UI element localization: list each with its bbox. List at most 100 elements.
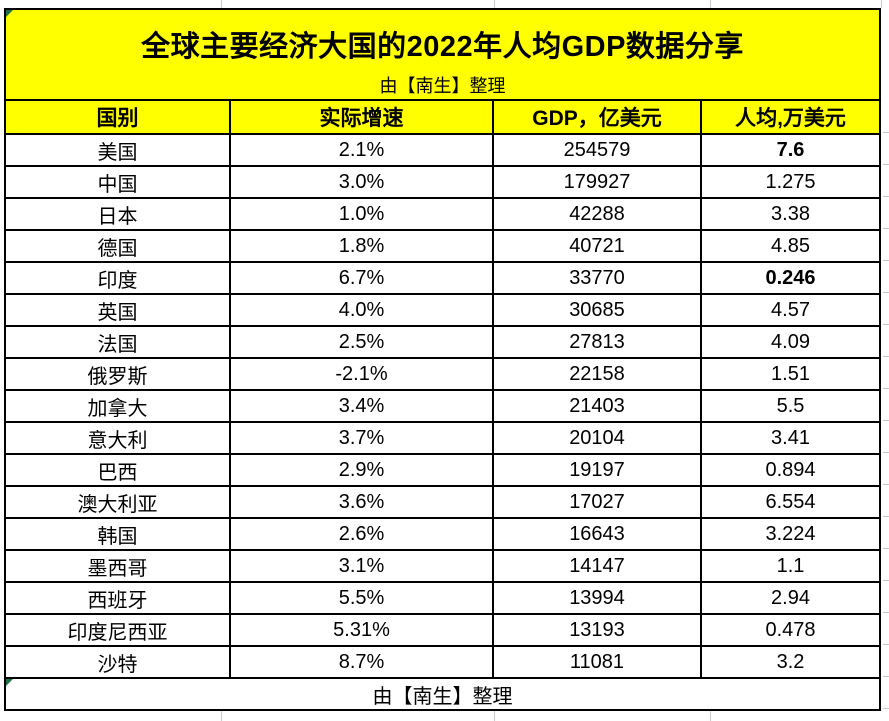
cell-per-capita: 3.41 — [771, 426, 810, 449]
cell-per-capita: 1.275 — [765, 170, 816, 193]
cell-growth: 4.0% — [231, 295, 494, 325]
table-row: 印度尼西亚 5.31% 13193 0.478 — [6, 615, 879, 647]
cell-gdp: 27813 — [494, 327, 702, 357]
cell-growth: 3.1% — [231, 551, 494, 581]
column-header-country: 国别 — [6, 101, 231, 133]
cell-gdp: 179927 — [494, 167, 702, 197]
cell-gdp: 20104 — [494, 423, 702, 453]
excel-gridline — [494, 0, 495, 8]
cell-per-capita: 1.1 — [776, 554, 805, 577]
cell-country: 沙特 — [6, 647, 231, 677]
cell-country: 澳大利亚 — [6, 487, 231, 517]
cell-growth: 3.7% — [231, 423, 494, 453]
table-row: 日本 1.0% 42288 3.38 — [6, 199, 879, 231]
column-header-growth: 实际增速 — [231, 101, 494, 133]
cell-country: 俄罗斯 — [6, 359, 231, 389]
cell-country: 中国 — [6, 167, 231, 197]
cell-gdp: 33770 — [494, 263, 702, 293]
cell-growth: 5.5% — [231, 583, 494, 613]
cell-growth: -2.1% — [231, 359, 494, 389]
cell-gdp: 254579 — [494, 135, 702, 165]
cell-per-capita: 5.5 — [776, 394, 805, 417]
cell-country: 韩国 — [6, 519, 231, 549]
cell-flag-icon — [6, 679, 13, 686]
cell-country: 英国 — [6, 295, 231, 325]
cell-growth: 6.7% — [231, 263, 494, 293]
table-row: 加拿大 3.4% 21403 5.5 — [6, 391, 879, 423]
cell-growth: 2.6% — [231, 519, 494, 549]
cell-per-capita: 7.6 — [776, 138, 805, 161]
table-row: 印度 6.7% 33770 0.246 — [6, 263, 879, 295]
table-header-row: 国别 实际增速 GDP，亿美元 人均,万美元 — [6, 101, 879, 135]
table-row: 墨西哥 3.1% 14147 1.1 — [6, 551, 879, 583]
footer-note: 由【南生】整理 — [372, 685, 513, 708]
excel-gridline — [221, 711, 222, 721]
cell-country: 墨西哥 — [6, 551, 231, 581]
cell-gdp: 21403 — [494, 391, 702, 421]
table-body: 美国 2.1% 254579 7.6 中国 3.0% 179927 1.275 … — [6, 135, 879, 679]
cell-gdp: 14147 — [494, 551, 702, 581]
cell-gdp: 11081 — [494, 647, 702, 677]
cell-flag-icon — [6, 10, 13, 17]
cell-country: 加拿大 — [6, 391, 231, 421]
cell-per-capita: 3.224 — [765, 522, 816, 545]
cell-growth: 2.9% — [231, 455, 494, 485]
excel-gridline — [710, 711, 711, 721]
cell-per-capita: 6.554 — [765, 490, 816, 513]
cell-country: 美国 — [6, 135, 231, 165]
page-title: 全球主要经济大国的2022年人均GDP数据分享 — [141, 31, 744, 63]
cell-gdp: 42288 — [494, 199, 702, 229]
excel-gridline — [221, 0, 222, 8]
column-header-per-capita: 人均,万美元 — [735, 107, 846, 130]
cell-growth: 1.8% — [231, 231, 494, 261]
gdp-table: 全球主要经济大国的2022年人均GDP数据分享 由【南生】整理 国别 实际增速 … — [4, 8, 881, 711]
cell-per-capita: 4.57 — [771, 298, 810, 321]
table-row: 澳大利亚 3.6% 17027 6.554 — [6, 487, 879, 519]
cell-gdp: 19197 — [494, 455, 702, 485]
cell-per-capita: 1.51 — [771, 362, 810, 385]
table-row: 巴西 2.9% 19197 0.894 — [6, 455, 879, 487]
cell-growth: 3.0% — [231, 167, 494, 197]
table-row: 沙特 8.7% 11081 3.2 — [6, 647, 879, 679]
cell-gdp: 13193 — [494, 615, 702, 645]
cell-gdp: 22158 — [494, 359, 702, 389]
cell-country: 日本 — [6, 199, 231, 229]
cell-gdp: 30685 — [494, 295, 702, 325]
table-row: 德国 1.8% 40721 4.85 — [6, 231, 879, 263]
table-row: 意大利 3.7% 20104 3.41 — [6, 423, 879, 455]
cell-country: 巴西 — [6, 455, 231, 485]
cell-per-capita: 4.85 — [771, 234, 810, 257]
cell-country: 印度尼西亚 — [6, 615, 231, 645]
excel-gridline — [710, 0, 711, 8]
excel-gridline — [883, 101, 889, 711]
table-row: 英国 4.0% 30685 4.57 — [6, 295, 879, 327]
cell-country: 意大利 — [6, 423, 231, 453]
table-title-block: 全球主要经济大国的2022年人均GDP数据分享 由【南生】整理 — [6, 10, 879, 101]
table-row: 美国 2.1% 254579 7.6 — [6, 135, 879, 167]
table-footer-row: 由【南生】整理 — [6, 679, 879, 709]
cell-growth: 5.31% — [231, 615, 494, 645]
cell-per-capita: 3.2 — [776, 650, 805, 673]
cell-per-capita: 0.246 — [765, 266, 816, 289]
cell-growth: 1.0% — [231, 199, 494, 229]
cell-gdp: 13994 — [494, 583, 702, 613]
excel-gridline — [881, 0, 882, 8]
cell-per-capita: 0.894 — [765, 458, 816, 481]
excel-gridline — [494, 711, 495, 721]
cell-gdp: 17027 — [494, 487, 702, 517]
cell-per-capita: 4.09 — [771, 330, 810, 353]
cell-per-capita: 0.478 — [765, 618, 816, 641]
cell-country: 印度 — [6, 263, 231, 293]
cell-country: 西班牙 — [6, 583, 231, 613]
cell-per-capita: 2.94 — [771, 586, 810, 609]
table-row: 俄罗斯 -2.1% 22158 1.51 — [6, 359, 879, 391]
cell-growth: 3.6% — [231, 487, 494, 517]
table-row: 韩国 2.6% 16643 3.224 — [6, 519, 879, 551]
cell-growth: 2.1% — [231, 135, 494, 165]
cell-growth: 8.7% — [231, 647, 494, 677]
table-row: 西班牙 5.5% 13994 2.94 — [6, 583, 879, 615]
table-row: 中国 3.0% 179927 1.275 — [6, 167, 879, 199]
column-header-gdp: GDP，亿美元 — [494, 101, 702, 133]
cell-country: 德国 — [6, 231, 231, 261]
cell-gdp: 16643 — [494, 519, 702, 549]
